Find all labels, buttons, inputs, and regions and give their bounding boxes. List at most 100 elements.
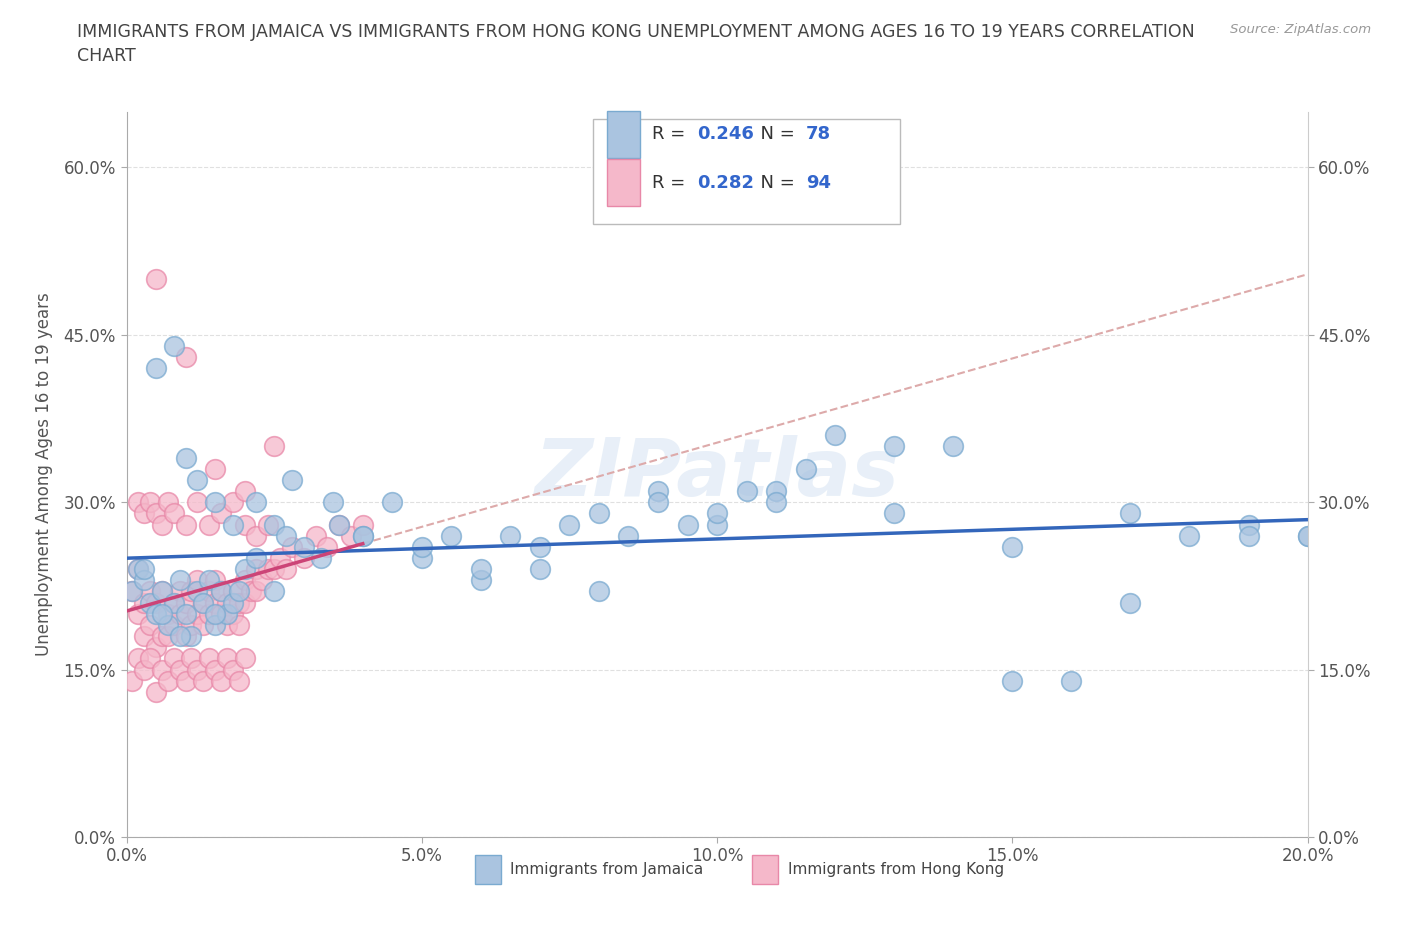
Point [150, 662, 173, 677]
Point [209, 606, 232, 621]
Point [209, 584, 232, 599]
Point [180, 629, 202, 644]
FancyBboxPatch shape [607, 111, 640, 158]
Point [121, 584, 143, 599]
Point [169, 606, 191, 621]
Point [470, 573, 492, 588]
Point [328, 517, 350, 532]
Point [150, 517, 173, 532]
Point [263, 562, 285, 577]
Point [134, 573, 156, 588]
Point [292, 551, 315, 565]
Point [163, 595, 186, 610]
Point [274, 528, 297, 543]
Point [263, 439, 285, 454]
Point [193, 618, 215, 632]
Text: ZIPatlas: ZIPatlas [534, 435, 900, 513]
Point [706, 506, 728, 521]
Point [169, 662, 191, 677]
Point [263, 584, 285, 599]
Point [186, 472, 208, 487]
Point [340, 528, 363, 543]
Point [304, 528, 326, 543]
Point [274, 562, 297, 577]
Text: 0.246: 0.246 [697, 126, 754, 143]
Point [794, 461, 817, 476]
Point [222, 606, 245, 621]
Point [233, 573, 256, 588]
Point [1001, 539, 1024, 554]
Point [215, 595, 238, 610]
Point [824, 428, 846, 443]
Point [145, 595, 167, 610]
Point [588, 584, 610, 599]
Point [145, 272, 167, 286]
Point [765, 484, 787, 498]
Point [174, 673, 197, 688]
Text: N =: N = [749, 126, 800, 143]
Point [145, 506, 167, 521]
Point [198, 517, 221, 532]
Point [257, 517, 280, 532]
Point [263, 517, 285, 532]
Point [169, 629, 191, 644]
Point [174, 517, 197, 532]
Point [134, 629, 156, 644]
Point [204, 606, 226, 621]
Text: Immigrants from Jamaica: Immigrants from Jamaica [510, 862, 703, 877]
Point [186, 662, 208, 677]
Point [163, 506, 186, 521]
Point [198, 606, 221, 621]
Point [245, 495, 267, 510]
Point [529, 539, 551, 554]
Point [222, 584, 245, 599]
Point [169, 584, 191, 599]
Point [134, 562, 156, 577]
Point [1178, 528, 1201, 543]
Point [245, 562, 267, 577]
Text: N =: N = [749, 174, 800, 192]
Point [163, 618, 186, 632]
Point [381, 495, 404, 510]
Point [499, 528, 522, 543]
Point [134, 595, 156, 610]
Point [470, 562, 492, 577]
Point [156, 495, 179, 510]
Point [174, 595, 197, 610]
Text: 78: 78 [806, 126, 831, 143]
Point [145, 640, 167, 655]
Point [163, 339, 186, 353]
Point [228, 595, 250, 610]
Point [233, 484, 256, 498]
Point [228, 618, 250, 632]
Text: 94: 94 [806, 174, 831, 192]
Point [139, 495, 162, 510]
Point [647, 495, 669, 510]
Point [257, 562, 280, 577]
Point [292, 539, 315, 554]
Point [245, 584, 267, 599]
Point [1296, 528, 1319, 543]
Point [222, 595, 245, 610]
Point [281, 539, 304, 554]
Point [617, 528, 640, 543]
Point [322, 495, 344, 510]
Text: Immigrants from Hong Kong: Immigrants from Hong Kong [787, 862, 1004, 877]
Point [676, 517, 699, 532]
Point [647, 484, 669, 498]
Point [942, 439, 965, 454]
Point [245, 551, 267, 565]
Point [228, 584, 250, 599]
Point [204, 573, 226, 588]
Point [529, 562, 551, 577]
Point [139, 651, 162, 666]
FancyBboxPatch shape [475, 856, 501, 884]
Point [163, 595, 186, 610]
Point [180, 651, 202, 666]
Point [180, 618, 202, 632]
Point [233, 517, 256, 532]
Point [735, 484, 758, 498]
Text: Source: ZipAtlas.com: Source: ZipAtlas.com [1230, 23, 1371, 36]
Point [233, 651, 256, 666]
Point [156, 606, 179, 621]
